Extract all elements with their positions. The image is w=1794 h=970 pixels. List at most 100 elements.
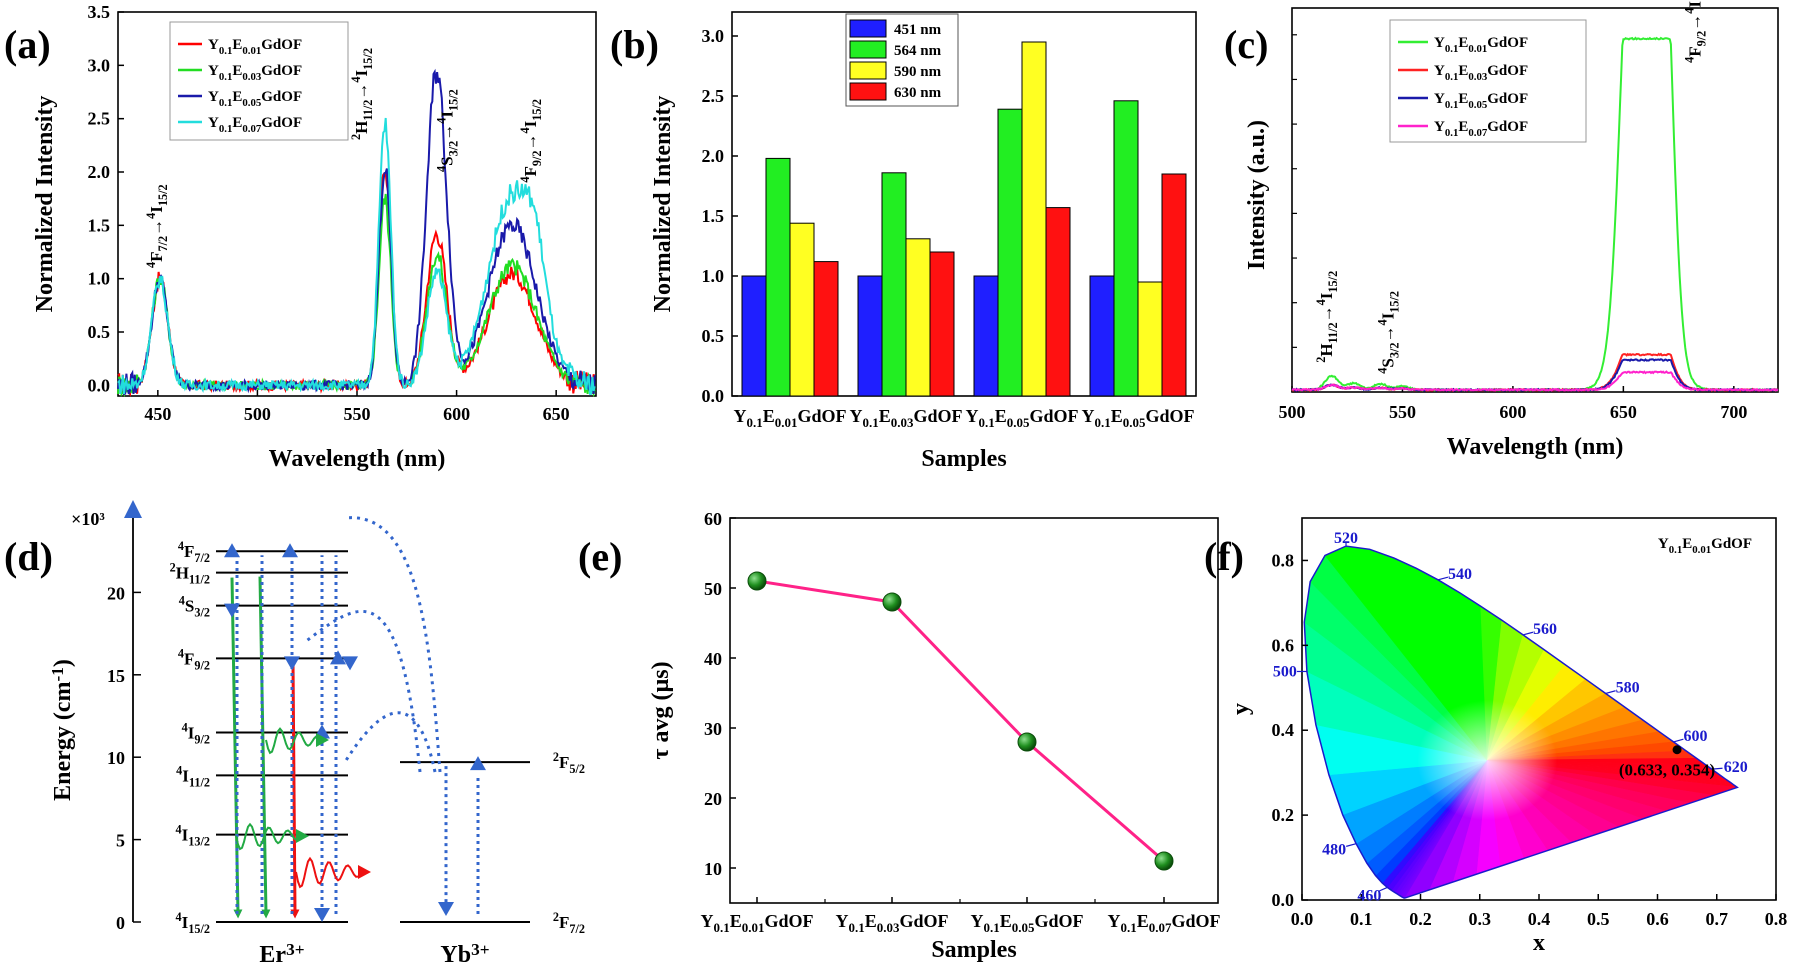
bar [881, 172, 907, 397]
y-tick-label: 20 [107, 583, 125, 603]
legend-entry: Y0.1E0.03GdOF [1434, 63, 1528, 83]
bar [1113, 100, 1139, 397]
y-tick-label: 30 [704, 719, 722, 739]
x-category-label: Y0.1E0.05GdOF [971, 911, 1084, 935]
bar [813, 261, 839, 397]
bar [1045, 207, 1071, 397]
bar [741, 275, 767, 397]
y-tick-label: 0.0 [1272, 890, 1295, 910]
y-tick-label: 60 [704, 509, 722, 529]
chart-title: Y0.1E0.01GdOF [1658, 536, 1752, 556]
x-tick-label: 0.0 [1291, 909, 1314, 929]
yb-level-label: 2F7/2 [553, 910, 585, 936]
y-axis-title: Normalized Intensity [650, 96, 676, 313]
x-category-label: Y0.1E0.03GdOF [836, 911, 949, 935]
bar [857, 275, 883, 397]
green-relaxation-wave-head [316, 733, 329, 747]
legend-box [1389, 19, 1587, 143]
y-tick-label: 2.0 [702, 146, 725, 166]
bar [1089, 275, 1115, 397]
x-axis-title: Wavelength (nm) [269, 446, 446, 472]
x-tick-label: 650 [543, 404, 570, 424]
chart-a: 0.0 0.5 1.0 1.5 2.0 2.5 3.0 3.5 450 500 550 600 650 W… [32, 2, 597, 472]
er-level-label: 4I9/2 [182, 720, 210, 746]
bar [973, 275, 999, 397]
cie-locus-outline [1303, 545, 1739, 899]
wavelength-tick [1522, 631, 1534, 636]
energy-transfer-curve [344, 516, 442, 773]
x-category-label: Y0.1E0.01GdOF [734, 406, 847, 430]
series-line-c-3 [1291, 358, 1779, 393]
legend-entry: Y0.1E0.03GdOF [208, 63, 302, 83]
y-tick-label: 5 [116, 831, 125, 851]
up-arrowhead [330, 650, 346, 665]
lifetime-marker [1017, 732, 1037, 752]
yb-level-label: 2F5/2 [553, 750, 585, 776]
bar [1021, 41, 1047, 397]
bar [1161, 173, 1187, 397]
x-tick-label: 0.5 [1587, 909, 1610, 929]
wavelength-label: 500 [1273, 663, 1297, 680]
y-tick-label: 2.5 [702, 86, 725, 106]
x-tick-label: 500 [1279, 402, 1306, 422]
up-arrowhead [224, 543, 240, 558]
green-relaxation-wave-head [296, 829, 309, 843]
bar [789, 222, 815, 397]
x-category-label: Y0.1E0.01GdOF [701, 911, 814, 935]
wavelength-label: 600 [1683, 728, 1707, 745]
bar [765, 157, 791, 397]
legend-entry: 630 nm [894, 85, 942, 101]
y-tick-label: 15 [107, 666, 125, 686]
y-multiplier: ×10³ [71, 509, 105, 529]
er-level-label: 4I15/2 [175, 910, 210, 936]
chart-f: 0.0 0.1 0.2 0.3 0.4 0.5 0.6 0.7 0.8 0.0 0.2 0.4 0.6 0… [1228, 517, 1787, 956]
legend-swatch [849, 40, 887, 59]
y-tick-label: 1.5 [702, 206, 725, 226]
down-arrowhead [438, 902, 454, 916]
transition-label: 4S3/2→4I15/2 [435, 89, 461, 172]
wavelength-label: 620 [1724, 759, 1748, 776]
x-category-label: Y0.1E0.05GdOF [1082, 406, 1195, 430]
y-axis-title: Energy (cm-1) [48, 659, 76, 801]
wavelength-label: 520 [1334, 530, 1358, 547]
x-axis-title: x [1533, 930, 1545, 956]
wavelength-label: 480 [1322, 842, 1346, 859]
down-arrowhead [224, 603, 240, 618]
y-tick-label: 10 [107, 748, 125, 768]
x-category-label: Y0.1E0.05GdOF [966, 406, 1079, 430]
wavelength-tick [1378, 886, 1388, 892]
panel-label-f: (f) [1204, 534, 1244, 579]
yb-ion-label: Yb3+ [440, 940, 489, 968]
wavelength-tick [1346, 843, 1357, 847]
wavelength-label: 560 [1533, 621, 1557, 638]
legend-entry: Y0.1E0.07GdOF [1434, 119, 1528, 139]
y-tick-label: 1.5 [88, 215, 111, 235]
legend-swatch [849, 82, 887, 101]
x-tick-label: 0.4 [1528, 909, 1551, 929]
legend-entry: 564 nm [894, 43, 942, 59]
down-arrowhead [284, 656, 300, 671]
legend-entry: Y0.1E0.05GdOF [208, 89, 302, 109]
x-tick-label: 550 [1389, 402, 1416, 422]
er-level-label: 4F7/2 [178, 539, 210, 565]
y-tick-label: 0.0 [88, 375, 111, 395]
x-tick-label: 600 [1499, 402, 1526, 422]
panel-label-c: (c) [1224, 22, 1268, 67]
transition-label: 4F7/2→4I15/2 [144, 184, 170, 268]
er-level-label: 4F9/2 [178, 646, 210, 672]
lifetime-marker [882, 592, 902, 612]
cie-white-glow [1417, 700, 1558, 821]
chart-b: 0.0 0.5 1.0 1.5 2.0 2.5 3.0 Normalized Intensit… [650, 11, 1197, 472]
x-tick-label: 0.6 [1646, 909, 1669, 929]
y-tick-label: 3.0 [88, 55, 111, 75]
x-tick-label: 0.2 [1409, 909, 1432, 929]
er-level-label: 4I11/2 [176, 763, 210, 789]
x-category-label: Y0.1E0.07GdOF [1108, 911, 1221, 935]
series-line-c-4 [1291, 370, 1779, 392]
lifetime-line [756, 579, 1165, 863]
wavelength-tick [1711, 767, 1723, 770]
x-axis-title: Wavelength (nm) [1447, 434, 1624, 460]
chromaticity-point-label: (0.633, 0.354) [1619, 761, 1715, 780]
